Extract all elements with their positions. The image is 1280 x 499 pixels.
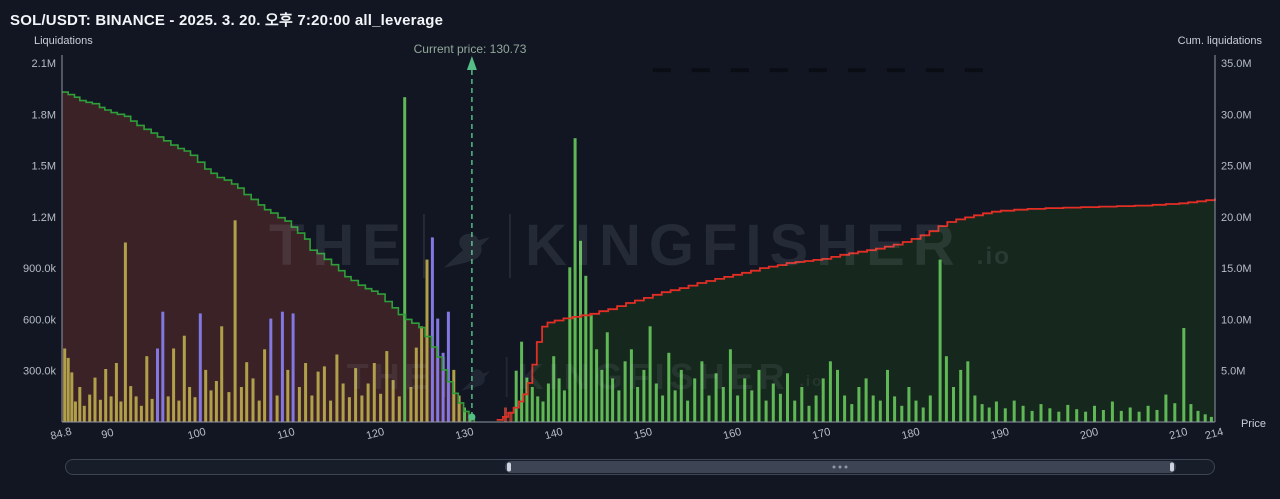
chart-title: SOL/USDT: BINANCE - 2025. 3. 20. 오후 7:20… bbox=[10, 12, 444, 29]
svg-text:190: 190 bbox=[990, 426, 1011, 442]
cum-liquidations-axis-label: Cum. liquidations bbox=[1177, 35, 1262, 47]
liquidations-axis-label: Liquidations bbox=[34, 35, 93, 47]
svg-text:150: 150 bbox=[633, 426, 654, 442]
svg-text:300.0k: 300.0k bbox=[23, 366, 57, 378]
svg-text:160: 160 bbox=[722, 426, 743, 442]
svg-text:15.0M: 15.0M bbox=[1221, 263, 1252, 275]
svg-text:170: 170 bbox=[811, 426, 832, 442]
svg-text:35.0M: 35.0M bbox=[1221, 58, 1252, 70]
svg-text:100: 100 bbox=[186, 426, 207, 442]
range-grip[interactable] bbox=[832, 465, 848, 469]
svg-text:900.0k: 900.0k bbox=[23, 263, 57, 275]
range-selection[interactable] bbox=[504, 461, 1177, 473]
price-axis-label: Price bbox=[1240, 418, 1266, 430]
current-price-annotation: Current price: 130.73 bbox=[413, 42, 527, 56]
svg-text:1.8M: 1.8M bbox=[32, 109, 56, 121]
svg-text:30.0M: 30.0M bbox=[1221, 109, 1252, 121]
svg-text:600.0k: 600.0k bbox=[23, 314, 57, 326]
svg-text:10.0M: 10.0M bbox=[1221, 314, 1252, 326]
svg-text:2.1M: 2.1M bbox=[32, 58, 56, 70]
svg-text:120: 120 bbox=[365, 426, 386, 442]
svg-text:25.0M: 25.0M bbox=[1221, 161, 1252, 173]
svg-text:90: 90 bbox=[100, 427, 115, 442]
svg-text:5.0M: 5.0M bbox=[1221, 366, 1245, 378]
x-range-scrollbar[interactable] bbox=[65, 459, 1215, 475]
svg-text:210: 210 bbox=[1168, 426, 1189, 442]
liquidation-chart[interactable]: 2.1M 1.8M 1.5M 1.2M 900.0k 600.0k 300.0k 35.0M 3… bbox=[0, 0, 1280, 455]
svg-text:200: 200 bbox=[1079, 426, 1100, 442]
svg-text:84.8: 84.8 bbox=[49, 426, 73, 443]
svg-text:1.5M: 1.5M bbox=[32, 161, 56, 173]
svg-text:130: 130 bbox=[454, 426, 475, 442]
svg-text:110: 110 bbox=[276, 426, 296, 442]
svg-text:180: 180 bbox=[900, 426, 921, 442]
svg-text:214: 214 bbox=[1204, 426, 1225, 442]
range-handle-right[interactable] bbox=[1170, 462, 1175, 472]
range-handle-left[interactable] bbox=[506, 462, 511, 472]
svg-text:140: 140 bbox=[543, 426, 564, 442]
svg-text:1.2M: 1.2M bbox=[32, 212, 56, 224]
svg-text:20.0M: 20.0M bbox=[1221, 212, 1252, 224]
